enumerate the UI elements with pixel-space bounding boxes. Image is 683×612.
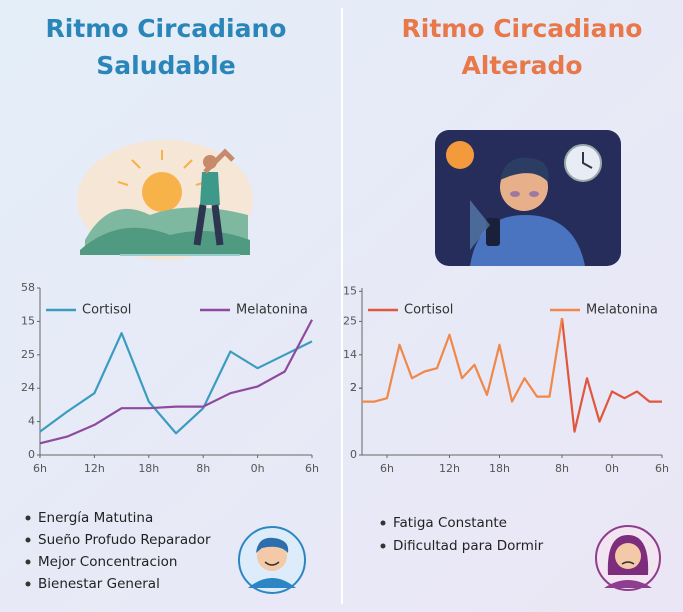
bullet-dot	[25, 515, 31, 521]
bullet-text: Bienestar General	[38, 576, 160, 592]
bullet-text: Mejor Concentracion	[38, 554, 177, 570]
x-tick-label: 12h	[84, 462, 105, 475]
bullet-dot	[380, 543, 386, 549]
bullet-text: Sueño Profudo Reparador	[38, 532, 211, 548]
y-tick-label: 25	[21, 348, 35, 361]
y-tick-label: 25	[343, 314, 357, 327]
y-tick-label: 0	[28, 448, 35, 461]
bullet-dot	[25, 537, 31, 543]
x-tick-label: 8h	[555, 462, 569, 475]
x-tick-label: 6h	[380, 462, 394, 475]
y-tick-label: 2	[350, 381, 357, 394]
bullet-dot	[25, 581, 31, 587]
bullet-text: Dificultad para Dormir	[393, 538, 544, 554]
legend-label: Cortisol	[404, 303, 453, 318]
y-tick-label: 24	[21, 381, 35, 394]
texts: Ritmo Circadiano Saludable Ritmo Circadi…	[46, 14, 643, 80]
y-tick-label: 15	[343, 284, 357, 297]
bullet-dot	[25, 559, 31, 565]
panel-title: Alterado	[461, 51, 582, 80]
bullet-text: Fatiga Constante	[393, 515, 507, 531]
series-line	[39, 332, 313, 435]
x-tick-label: 12h	[439, 462, 460, 475]
y-tick-label: 4	[28, 415, 35, 428]
x-tick-label: 0h	[605, 462, 619, 475]
y-tick-label: 15	[21, 314, 35, 327]
legend-label: Cortisol	[82, 303, 131, 318]
bullet-dot	[380, 520, 386, 526]
x-tick-label: 6h	[33, 462, 47, 475]
x-tick-label: 18h	[138, 462, 159, 475]
y-tick-label: 2	[350, 381, 357, 394]
bullet-text: Energía Matutina	[38, 510, 153, 526]
healthy-illustration	[77, 140, 253, 260]
happy-avatar	[238, 526, 306, 594]
x-tick-label: 18h	[489, 462, 510, 475]
x-tick-label: 6h	[305, 462, 319, 475]
legend-label: Melatonina	[236, 303, 308, 318]
series-line	[362, 317, 564, 403]
x-tick-label: 0h	[251, 462, 265, 475]
panel-title: Ritmo Circadiano	[402, 14, 643, 43]
y-tick-label: 14	[343, 348, 357, 361]
altered-illustration	[435, 130, 621, 266]
panel-title: Saludable	[96, 51, 235, 80]
y-tick-label: 58	[21, 281, 35, 294]
x-tick-label: 6h	[655, 462, 669, 475]
panel-title: Ritmo Circadiano	[46, 14, 287, 43]
y-tick-label: 0	[350, 448, 357, 461]
series-line	[560, 317, 662, 433]
sad-avatar	[595, 525, 661, 591]
series-line	[39, 319, 313, 445]
x-tick-label: 8h	[196, 462, 210, 475]
legend-label: Melatonina	[586, 303, 658, 318]
